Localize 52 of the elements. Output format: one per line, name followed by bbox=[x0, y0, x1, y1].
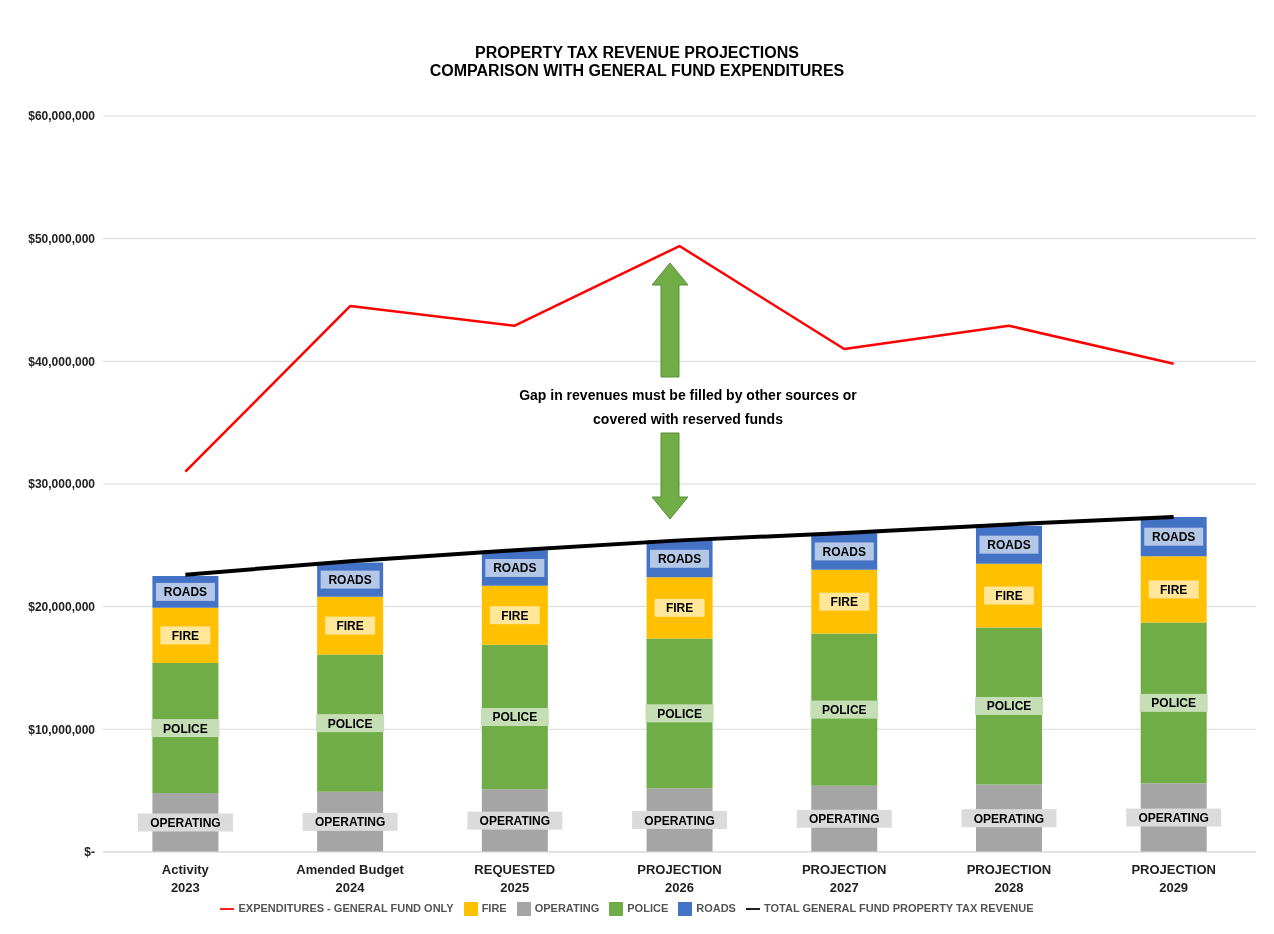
legend-label: ROADS bbox=[696, 901, 736, 914]
x-tick-label: REQUESTED 2025 bbox=[474, 861, 556, 895]
text: OPERATING bbox=[314, 815, 386, 830]
y-tick-label: $- bbox=[84, 845, 95, 860]
text: OPERATING bbox=[1138, 811, 1209, 826]
text: OPERATING bbox=[809, 812, 880, 827]
legend-label: POLICE bbox=[627, 901, 669, 914]
text: FIRE bbox=[336, 619, 364, 634]
y-tick-label: $20,000,000 bbox=[28, 599, 96, 614]
y-tick-label: $10,000,000 bbox=[28, 722, 96, 737]
legend-label: TOTAL GENERAL FUND PROPERTY TAX REVENUE bbox=[763, 901, 1034, 914]
text: FIRE bbox=[1160, 582, 1188, 597]
y-tick-label: $40,000,000 bbox=[28, 354, 96, 369]
text: ROADS bbox=[657, 552, 702, 567]
x-tick-label: PROJECTION 2029 bbox=[1131, 861, 1216, 895]
text: OPERATING bbox=[150, 815, 221, 830]
text: POLICE bbox=[1151, 696, 1197, 711]
legend-label: OPERATING bbox=[534, 901, 600, 914]
text: POLICE bbox=[163, 721, 208, 736]
text: FIRE bbox=[171, 628, 200, 643]
chart-subtitle: COMPARISON WITH GENERAL FUND EXPENDITURES bbox=[428, 62, 846, 80]
y-tick-label: $60,000,000 bbox=[28, 109, 96, 124]
text: POLICE bbox=[492, 710, 538, 725]
y-tick-label: $30,000,000 bbox=[28, 477, 96, 492]
text: OPERATING bbox=[479, 814, 551, 829]
chart-title: PROPERTY TAX REVENUE PROJECTIONS bbox=[474, 44, 800, 62]
text: FIRE bbox=[501, 608, 529, 623]
text: ROADS bbox=[822, 544, 866, 559]
x-tick-label: Amended Budget 2024 bbox=[296, 861, 405, 895]
text: OPERATING bbox=[644, 813, 715, 828]
text: FIRE bbox=[995, 589, 1023, 604]
text: ROADS bbox=[493, 561, 537, 576]
x-tick-label: Activity 2023 bbox=[161, 861, 210, 895]
text: POLICE bbox=[657, 706, 702, 721]
y-tick-label: $50,000,000 bbox=[28, 231, 96, 246]
annotation: Gap in revenues must be filled by other sources or covered with reserved funds bbox=[498, 383, 878, 431]
text: POLICE bbox=[327, 716, 373, 731]
line-series bbox=[184, 244, 1175, 473]
text: FIRE bbox=[665, 601, 694, 616]
legend-label: FIRE bbox=[481, 901, 507, 914]
x-tick-label: PROJECTION 2027 bbox=[801, 861, 887, 895]
text: POLICE bbox=[821, 703, 867, 718]
text: ROADS bbox=[328, 573, 372, 588]
text: POLICE bbox=[986, 699, 1032, 714]
text: ROADS bbox=[1152, 530, 1196, 545]
x-tick-label: PROJECTION 2026 bbox=[637, 861, 722, 895]
text: ROADS bbox=[987, 538, 1031, 553]
text: ROADS bbox=[163, 585, 208, 600]
text: OPERATING bbox=[973, 811, 1045, 826]
x-tick-label: PROJECTION 2028 bbox=[966, 861, 1052, 895]
text: FIRE bbox=[830, 595, 858, 610]
legend-label: EXPENDITURES - GENERAL FUND ONLY bbox=[238, 901, 454, 914]
